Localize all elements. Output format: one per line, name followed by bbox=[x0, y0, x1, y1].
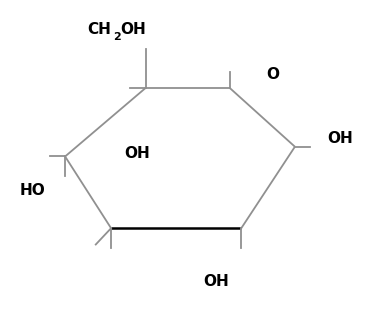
Text: OH: OH bbox=[327, 131, 353, 146]
Text: O: O bbox=[266, 67, 279, 82]
Text: 2: 2 bbox=[113, 32, 121, 42]
Text: CH: CH bbox=[87, 22, 111, 37]
Text: HO: HO bbox=[19, 183, 45, 198]
Text: OH: OH bbox=[203, 274, 229, 289]
Text: OH: OH bbox=[121, 22, 146, 37]
Text: OH: OH bbox=[124, 146, 150, 161]
